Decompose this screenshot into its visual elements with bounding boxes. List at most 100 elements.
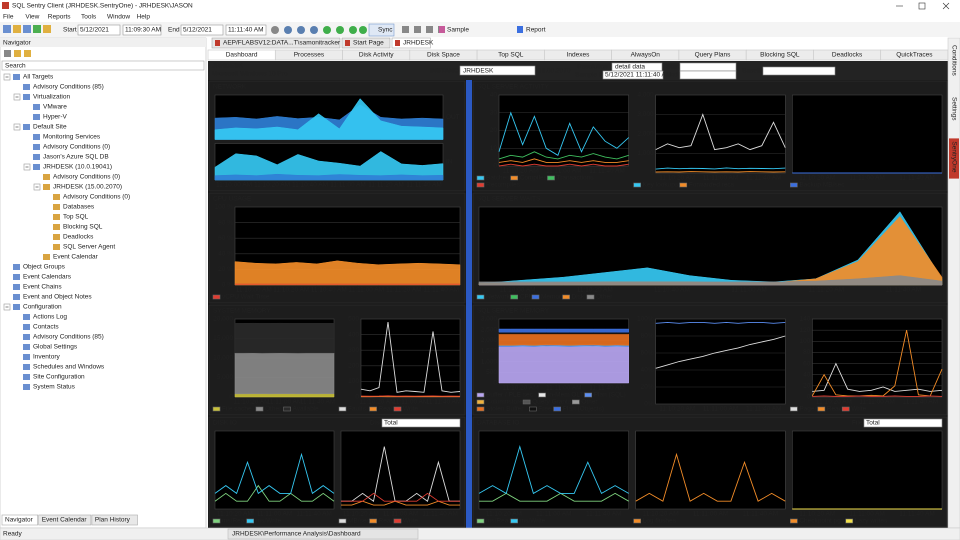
series-area: [498, 331, 629, 335]
tree-item[interactable]: Databases: [63, 204, 95, 211]
tree-item[interactable]: Deadlocks: [63, 234, 94, 241]
toolbar-icon[interactable]: [426, 26, 433, 33]
toolbar-button[interactable]: [336, 26, 344, 34]
document-tab[interactable]: [211, 37, 341, 49]
dashboard-tab-label[interactable]: Dashboard: [226, 52, 258, 59]
report-icon[interactable]: [517, 26, 523, 33]
toolbar-button[interactable]: [297, 26, 305, 34]
tree-item[interactable]: System Status: [33, 384, 76, 391]
tree-item[interactable]: Global Settings: [33, 344, 78, 351]
tree-item[interactable]: Advisory Conditions (0): [63, 194, 130, 201]
toolbar-icon[interactable]: [402, 26, 409, 33]
toolbar-button[interactable]: [359, 26, 367, 34]
side-tab[interactable]: Conditions: [950, 45, 957, 76]
tree-item[interactable]: Advisory Conditions (0): [43, 144, 110, 151]
side-tab[interactable]: Settings: [950, 97, 957, 121]
tree-item[interactable]: JRHDESK (10.0.19041): [43, 164, 112, 171]
tree-icon: [23, 344, 30, 350]
menu-item[interactable]: File: [3, 14, 14, 21]
dashboard-tab-label[interactable]: Query Plans: [695, 52, 732, 59]
tree-item[interactable]: Event Calendar: [53, 254, 99, 261]
tree-item[interactable]: SQL Server Agent: [63, 244, 115, 251]
toolbar-icon[interactable]: [23, 25, 31, 33]
tree-item[interactable]: Inventory: [33, 354, 60, 361]
start-box[interactable]: [679, 62, 737, 72]
tree-item[interactable]: Blocking SQL: [63, 224, 103, 231]
dashboard-tab-label[interactable]: AlwaysOn: [631, 52, 661, 59]
menu-item[interactable]: Tools: [81, 14, 97, 21]
dashboard-tab-label[interactable]: Processes: [294, 52, 325, 59]
input[interactable]: [77, 24, 121, 36]
dashboard-tab-label[interactable]: QuickTraces: [896, 52, 933, 59]
tree-item[interactable]: Virtualization: [33, 94, 70, 101]
control-select[interactable]: [381, 418, 461, 428]
tree-item[interactable]: Schedules and Windows: [33, 364, 105, 371]
dashboard-tab-label[interactable]: Disk Activity: [359, 52, 394, 59]
navigator-tab[interactable]: [38, 514, 92, 526]
toolbar-button[interactable]: [323, 26, 331, 34]
tree-item[interactable]: Advisory Conditions (85): [33, 84, 104, 91]
toolbar-button[interactable]: [271, 26, 279, 34]
dashboard-tab-label[interactable]: Indexes: [567, 52, 591, 59]
instance-select[interactable]: [459, 65, 536, 76]
navigator-tool[interactable]: [24, 50, 31, 57]
toolbar-button[interactable]: [284, 26, 292, 34]
tree-item[interactable]: All Targets: [23, 74, 54, 81]
baseline-select[interactable]: [762, 66, 836, 76]
side-tab[interactable]: SentryOne: [950, 141, 957, 172]
input[interactable]: [225, 24, 267, 36]
tree-item[interactable]: Object Groups: [23, 264, 66, 271]
sample-icon[interactable]: [439, 26, 445, 33]
toolbar-icon[interactable]: [414, 26, 421, 33]
document-tab[interactable]: [391, 37, 431, 49]
tree-item[interactable]: Default Site: [33, 124, 67, 131]
input[interactable]: [122, 24, 162, 36]
toolbar-icon[interactable]: [33, 25, 41, 33]
tree-item[interactable]: Advisory Conditions (0): [53, 174, 120, 181]
tree-item[interactable]: Contacts: [33, 324, 59, 331]
sync-button[interactable]: [368, 23, 395, 37]
tree-item[interactable]: Event Calendars: [23, 274, 72, 281]
tree-item[interactable]: JRHDESK (15.00.2070): [53, 184, 122, 191]
tree-icon: [23, 354, 30, 360]
tree-item[interactable]: Site Configuration: [33, 374, 85, 381]
dashboard-tab-label[interactable]: Blocking SQL: [760, 52, 800, 59]
toolbar-button[interactable]: [310, 26, 318, 34]
menu-item[interactable]: View: [25, 14, 39, 21]
tree-item[interactable]: Configuration: [23, 304, 62, 311]
document-tab[interactable]: [341, 37, 391, 49]
tree-item[interactable]: Monitoring Services: [43, 134, 101, 141]
y-tick-label: 80: [803, 349, 811, 356]
tree-item[interactable]: Event Chains: [23, 284, 62, 291]
tree-item[interactable]: Jason's Azure SQL DB: [43, 154, 109, 161]
navigator-tool[interactable]: [4, 50, 11, 57]
navigator-tool[interactable]: [14, 50, 21, 57]
tree-item[interactable]: VMware: [43, 104, 67, 111]
navigator-tab[interactable]: [1, 514, 39, 526]
dashboard-tab-label[interactable]: Deadlocks: [832, 52, 863, 59]
search-box[interactable]: [1, 60, 205, 71]
tree-item[interactable]: Hyper-V: [43, 114, 68, 121]
sample-label[interactable]: Sample: [447, 27, 469, 34]
tree-item[interactable]: Advisory Conditions (85): [33, 334, 104, 341]
sample-pos-box[interactable]: [602, 70, 664, 80]
y-tick-label: 30: [490, 109, 498, 116]
toolbar-icon[interactable]: [13, 25, 21, 33]
control-select[interactable]: [863, 418, 943, 428]
menu-item[interactable]: Reports: [48, 14, 72, 21]
report-label[interactable]: Report: [526, 27, 546, 34]
tree-item[interactable]: Actions Log: [33, 314, 67, 321]
menu-item[interactable]: Help: [137, 14, 151, 21]
end-box[interactable]: [679, 70, 737, 80]
tree-item[interactable]: Top SQL: [63, 214, 89, 221]
legend-swatch: [538, 392, 546, 398]
navigator-tab[interactable]: [91, 514, 138, 526]
dashboard-tab-label[interactable]: Disk Space: [427, 52, 460, 59]
menu-item[interactable]: Window: [107, 14, 130, 21]
toolbar-icon[interactable]: [3, 25, 11, 33]
dashboard-tab-label[interactable]: Top SQL: [498, 52, 524, 59]
toolbar-icon[interactable]: [43, 25, 51, 33]
tree-item[interactable]: Event and Object Notes: [23, 294, 92, 301]
toolbar-button[interactable]: [349, 26, 357, 34]
input[interactable]: [180, 24, 224, 36]
